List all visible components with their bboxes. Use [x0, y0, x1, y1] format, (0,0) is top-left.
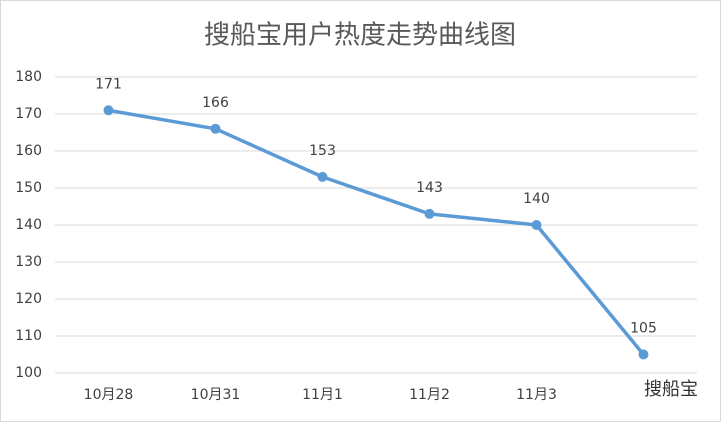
- y-tick-label: 180: [15, 69, 42, 85]
- y-tick-label: 120: [15, 291, 42, 307]
- y-tick-label: 130: [15, 254, 42, 270]
- x-tick-label: 10月31: [191, 387, 241, 403]
- data-label: 153: [309, 143, 336, 159]
- data-label: 166: [202, 95, 229, 111]
- y-tick-label: 140: [15, 217, 42, 233]
- y-tick-label: 100: [15, 365, 42, 381]
- point: [638, 349, 649, 360]
- chart-title: 搜船宝用户热度走势曲线图: [204, 21, 516, 51]
- data-label: 105: [630, 321, 657, 337]
- y-tick-label: 110: [15, 328, 42, 344]
- y-tick-label: 170: [15, 106, 42, 122]
- point: [210, 123, 221, 134]
- x-tick-label: 11月3: [516, 387, 557, 403]
- data-label: 143: [416, 180, 443, 196]
- x-tick-label: 10月28: [84, 387, 134, 403]
- y-tick-label: 160: [15, 143, 42, 159]
- line: [108, 108, 645, 356]
- y-tick-label: 150: [15, 180, 42, 196]
- data-label: 140: [523, 191, 550, 207]
- point: [317, 171, 328, 182]
- watermark: 搜船宝: [644, 379, 698, 400]
- x-tick-label: 11月2: [409, 387, 450, 403]
- point: [103, 105, 114, 116]
- point: [531, 220, 542, 230]
- x-tick-label: 11月1: [302, 387, 343, 403]
- data-label: 171: [95, 76, 122, 92]
- point: [424, 208, 435, 219]
